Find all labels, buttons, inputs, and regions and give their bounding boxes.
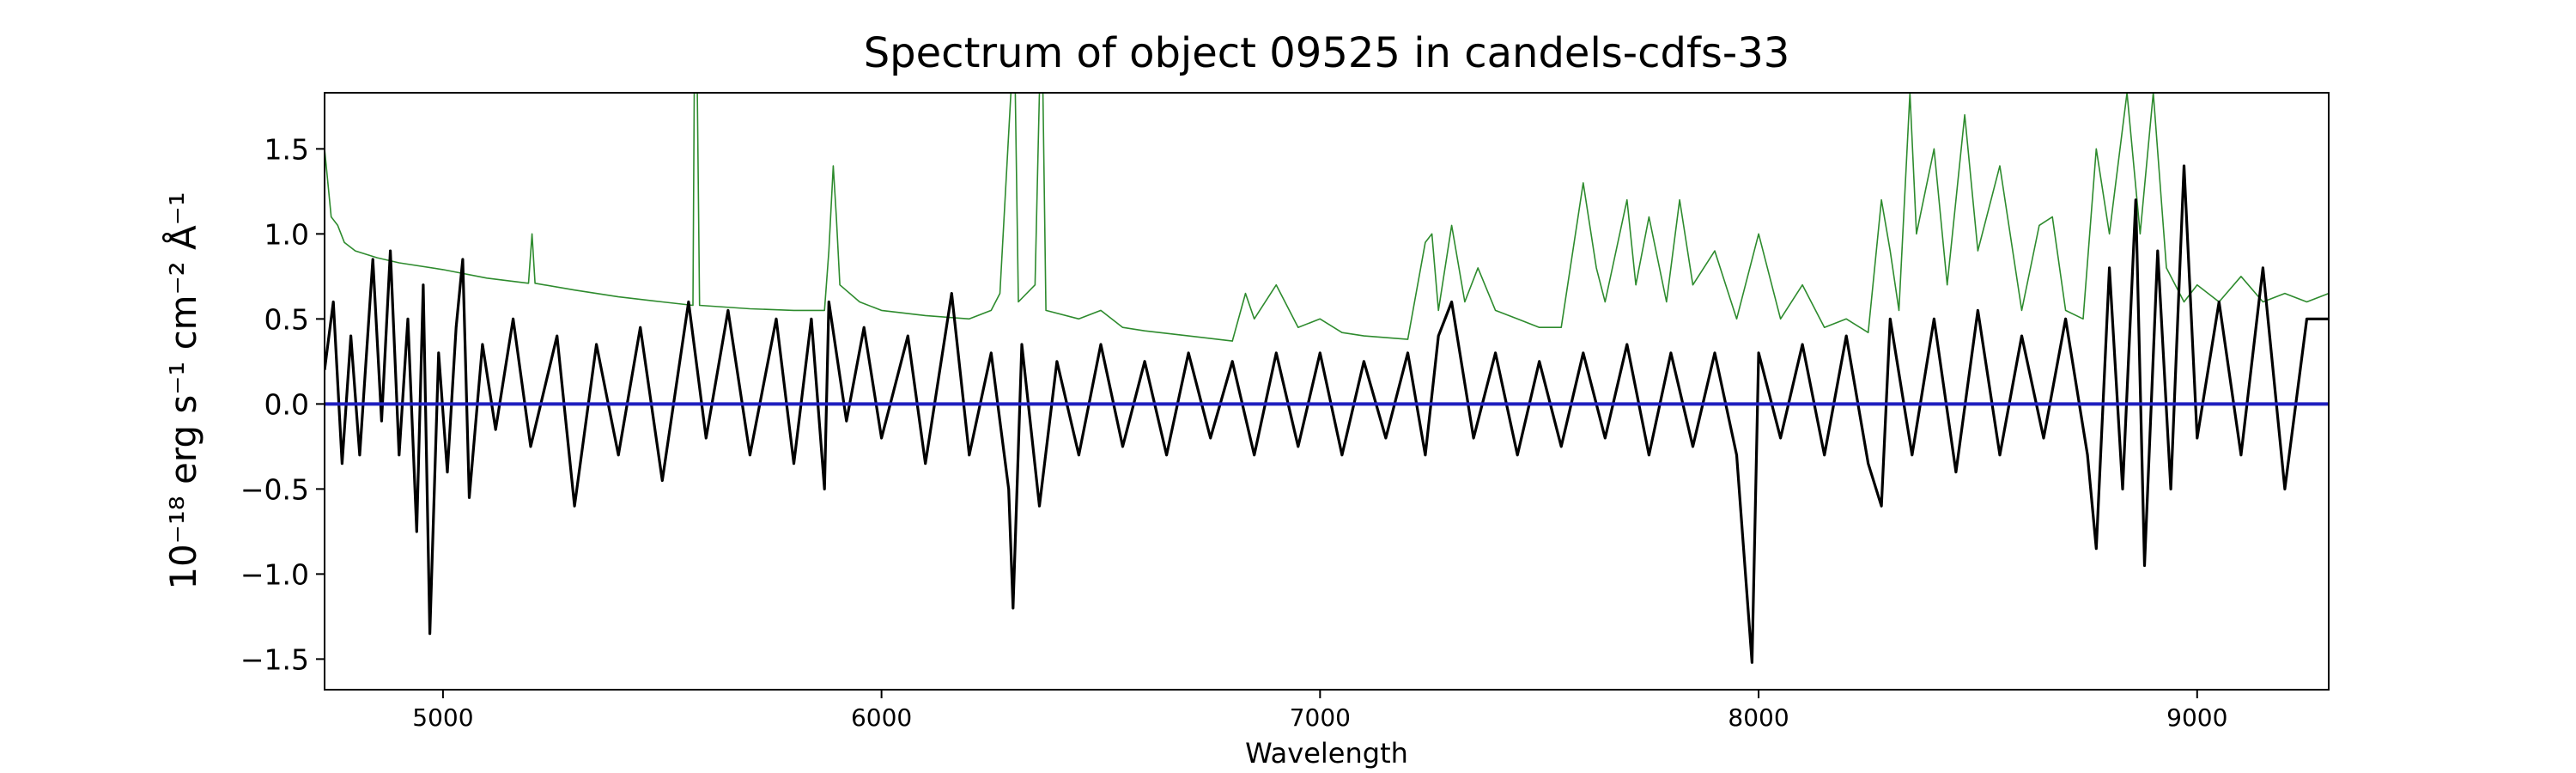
chart-title: Spectrum of object 09525 in candels-cdfs…: [864, 29, 1790, 77]
x-tick-label: 9000: [2166, 703, 2227, 732]
noise-series-line: [325, 93, 2329, 342]
y-tick-label: 0.0: [264, 387, 309, 421]
x-tick-label: 8000: [1728, 703, 1789, 732]
y-axis-label: 10⁻¹⁸ erg s⁻¹ cm⁻² Å⁻¹: [161, 192, 204, 589]
y-axis: −1.5 −1.0 −0.5 0.0 0.5 1.0 1.5: [240, 132, 325, 676]
x-tick-label: 6000: [851, 703, 912, 732]
x-tick-label: 7000: [1290, 703, 1351, 732]
y-tick-label: 1.0: [264, 217, 309, 251]
plot-frame: [324, 92, 2330, 691]
y-tick-label: 0.5: [264, 302, 309, 336]
y-tick-label: −1.0: [240, 557, 309, 591]
y-tick-label: 1.5: [264, 132, 309, 166]
series-layer: [325, 93, 2329, 664]
y-tick-label: −0.5: [240, 472, 309, 506]
flux-series-line: [325, 164, 2329, 664]
y-tick-label: −1.5: [240, 642, 309, 676]
x-axis-label: Wavelength: [1245, 737, 1408, 770]
x-tick-label: 5000: [412, 703, 473, 732]
x-axis: 5000 6000 7000 8000 9000: [412, 690, 2227, 732]
